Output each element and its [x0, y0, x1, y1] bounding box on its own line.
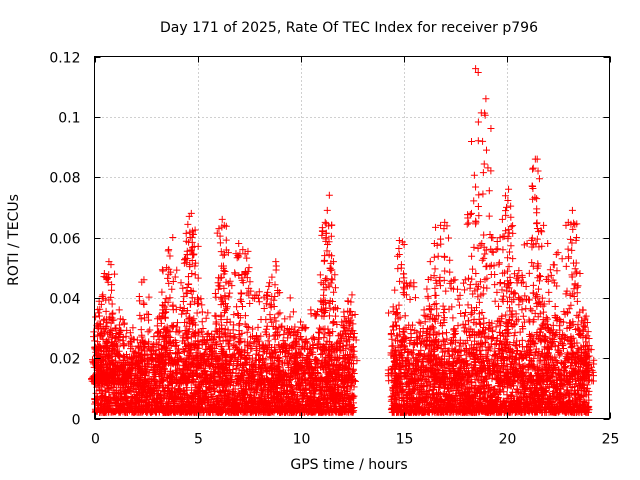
data-point [115, 321, 123, 329]
data-point [204, 329, 212, 337]
data-point [122, 393, 130, 401]
data-point [144, 328, 152, 336]
data-point [129, 335, 137, 343]
data-point [92, 389, 100, 397]
data-point [119, 400, 127, 408]
data-point [128, 342, 136, 350]
data-point [325, 328, 333, 336]
data-point [247, 333, 255, 341]
data-point [157, 341, 165, 349]
data-point [244, 324, 252, 332]
data-point [155, 382, 163, 390]
data-point [254, 323, 262, 331]
data-point [126, 329, 134, 337]
data-point [150, 333, 158, 341]
data-point [146, 326, 154, 334]
data-point [123, 326, 131, 334]
data-point [129, 324, 137, 332]
data-point [492, 323, 500, 331]
data-point [157, 319, 165, 327]
data-point [189, 377, 197, 385]
data-point [122, 332, 130, 340]
data-point [155, 327, 163, 335]
chart-title: Day 171 of 2025, Rate Of TEC Index for r… [160, 20, 538, 36]
data-point [105, 388, 113, 396]
data-point [443, 329, 451, 337]
data-points [88, 65, 598, 416]
data-point [483, 351, 491, 359]
data-point [153, 322, 161, 330]
data-point [439, 348, 447, 356]
